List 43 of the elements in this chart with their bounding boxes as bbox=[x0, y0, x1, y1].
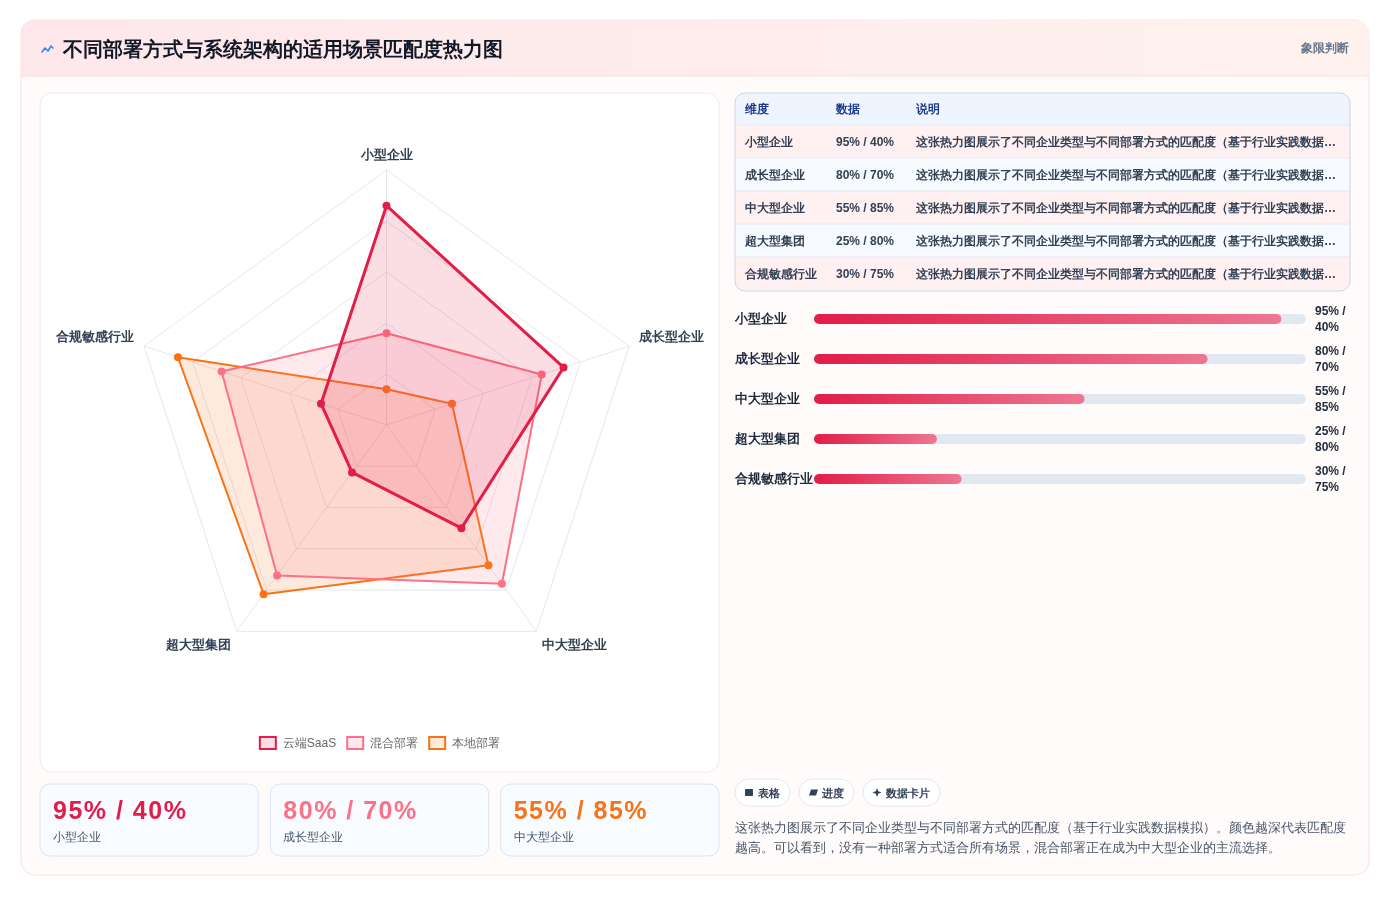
data-label: 95% / 40% bbox=[1315, 304, 1350, 334]
text: 中大型企业 bbox=[513, 830, 574, 844]
data-label: 55% / 85% bbox=[1315, 384, 1350, 414]
text: 这张热力图展示了不同企业类型与不同部署方式的匹配度（基于行业实践数据… bbox=[915, 266, 1336, 281]
y-tick-label: 超大型集团 bbox=[734, 432, 800, 446]
spoke-label: 小型企业 bbox=[359, 147, 413, 162]
spoke-label: 超大型集团 bbox=[164, 636, 231, 652]
chart-title: 不同部署方式与系统架构的适用场景匹配度热力图 bbox=[62, 38, 503, 60]
text: 进度 bbox=[821, 786, 844, 799]
text: 这张热力图展示了不同企业类型与不同部署方式的匹配度（基于行业实践数据… bbox=[915, 134, 1336, 149]
data-label: 25% / 80% bbox=[1315, 424, 1350, 454]
legend-label: 混合部署 bbox=[370, 736, 419, 750]
text: 这张热力图展示了不同企业类型与不同部署方式的匹配度（基于行业实践数据… bbox=[915, 200, 1336, 215]
data-label: 80% / 70% bbox=[1315, 344, 1350, 374]
text: 这张热力图展示了不同企业类型与不同部署方式的匹配度（基于行业实践数据模拟）。颜色越深代表匹配度越高。可以看到，没有一种部署方式适合所有场景，混合部署正在成为中大型企业的主流选择。 bbox=[735, 820, 1346, 855]
text: 象限判断 bbox=[1300, 41, 1349, 55]
text: 55% / 85% bbox=[836, 200, 895, 215]
text: 数据 bbox=[835, 102, 860, 116]
text: 这张热力图展示了不同企业类型与不同部署方式的匹配度（基于行业实践数据… bbox=[915, 167, 1336, 182]
spoke-label: 合规敏感行业 bbox=[55, 328, 135, 344]
text: 30% / 75% bbox=[836, 266, 895, 281]
y-tick-label: 成长型企业 bbox=[734, 352, 800, 366]
text: 95% / 40% bbox=[53, 796, 188, 824]
text: 95% / 40% bbox=[836, 134, 895, 149]
data-label: 30% / 75% bbox=[1315, 464, 1350, 494]
spoke-label: 中大型企业 bbox=[542, 636, 608, 652]
legend-label: 云端SaaS bbox=[282, 736, 337, 750]
spoke-label: 成长型企业 bbox=[637, 328, 704, 344]
text: 成长型企业 bbox=[283, 830, 344, 844]
text: 25% / 80% bbox=[836, 233, 895, 248]
text: 这张热力图展示了不同企业类型与不同部署方式的匹配度（基于行业实践数据… bbox=[915, 233, 1336, 248]
legend-label: 本地部署 bbox=[452, 736, 501, 750]
text: 数据卡片 bbox=[885, 786, 930, 799]
text: 55% / 85% bbox=[513, 796, 649, 824]
text: 小型企业 bbox=[53, 830, 101, 844]
y-tick-label: 中大型企业 bbox=[735, 392, 800, 406]
text: 说明 bbox=[915, 102, 940, 116]
y-tick-label: 小型企业 bbox=[734, 312, 787, 326]
y-tick-label: 合规敏感行业 bbox=[734, 471, 813, 486]
text: 80% / 70% bbox=[283, 796, 418, 824]
text: 80% / 70% bbox=[836, 167, 895, 182]
text: 维度 bbox=[744, 102, 769, 116]
text: 表格 bbox=[757, 786, 781, 799]
